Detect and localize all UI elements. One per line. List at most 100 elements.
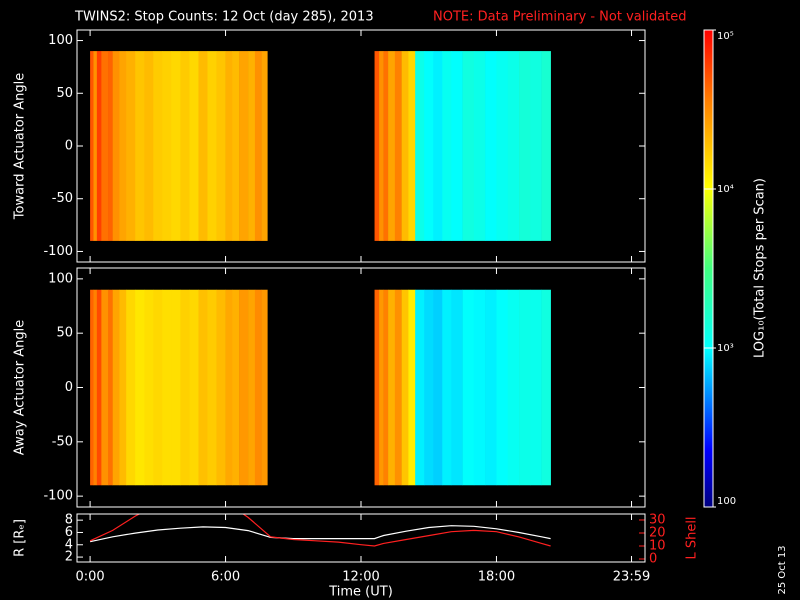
- heatmap-cell: [248, 51, 256, 241]
- heatmap-cell: [379, 289, 384, 486]
- heatmap-cell: [442, 51, 452, 241]
- heatmap-cell: [144, 51, 154, 241]
- x-axis-label: Time (UT): [328, 585, 393, 600]
- heatmap-cell: [496, 51, 509, 241]
- heatmap-cell: [408, 289, 416, 486]
- heatmap-cell: [394, 289, 402, 486]
- y-tick-label: 6: [65, 525, 73, 540]
- heatmap-cell: [451, 289, 463, 486]
- y-tick-label: 2: [65, 550, 73, 565]
- heatmap-cell: [374, 51, 380, 241]
- line-series: [89, 525, 551, 543]
- heatmap-cell: [507, 51, 520, 241]
- heatmap-cell: [153, 51, 163, 241]
- heatmap-cell: [108, 51, 113, 241]
- y2-tick-label: 0: [649, 552, 657, 567]
- heatmap-cell: [424, 51, 434, 241]
- heatmap-cell: [485, 51, 497, 241]
- y-tick-label: 100: [48, 271, 73, 286]
- y-axis-label: R [Rₑ]: [13, 519, 28, 557]
- heatmap-cell: [519, 289, 531, 486]
- heatmap-cell: [93, 289, 98, 486]
- heatmap-cell: [261, 51, 268, 241]
- heatmap-cell: [239, 289, 249, 486]
- heatmap-cell: [415, 289, 425, 486]
- heatmap-cell: [216, 289, 226, 486]
- y2-tick-label: 20: [649, 525, 666, 540]
- heatmap-cell: [232, 289, 240, 486]
- heatmap-cell: [388, 289, 396, 486]
- heatmap-cell: [93, 51, 98, 241]
- y2-axis-label: L Shell: [685, 516, 700, 559]
- heatmap-cell: [383, 289, 389, 486]
- heatmap-cell: [144, 289, 154, 486]
- heatmap-cell: [153, 289, 163, 486]
- heatmap-cell: [119, 289, 127, 486]
- heatmap-cell: [530, 51, 542, 241]
- y-axis-label: Toward Actuator Angle: [13, 73, 28, 220]
- heatmap-cell: [254, 51, 262, 241]
- heatmap-cell: [507, 289, 520, 486]
- y-tick-label: 8: [65, 513, 73, 528]
- heatmap-cell: [394, 51, 402, 241]
- heatmap-cell: [207, 51, 217, 241]
- heatmap-cell: [225, 51, 233, 241]
- heatmap-cell: [119, 51, 127, 241]
- heatmap-cell: [541, 51, 551, 241]
- heatmap-cell: [433, 289, 443, 486]
- y-axis-label: Away Actuator Angle: [13, 320, 28, 455]
- heatmap-cell: [101, 51, 109, 241]
- heatmap-cell: [261, 289, 268, 486]
- colorbar-tick-label: 10⁵: [717, 31, 734, 42]
- note: NOTE: Data Preliminary - Not validated: [433, 10, 687, 25]
- heatmap-cell: [541, 289, 551, 486]
- x-tick-label: 6:00: [211, 570, 240, 585]
- heatmap-cell: [135, 289, 145, 486]
- heatmap-cell: [112, 51, 120, 241]
- heatmap-cell: [96, 51, 102, 241]
- heatmap-cell: [112, 289, 120, 486]
- heatmap-cell: [401, 51, 409, 241]
- heatmap-cell: [379, 51, 384, 241]
- heatmap-cell: [171, 51, 181, 241]
- plot-frame: [76, 29, 646, 263]
- y2-tick-label: 10: [649, 539, 666, 554]
- heatmap-cell: [485, 289, 497, 486]
- heatmap-cell: [189, 51, 199, 241]
- heatmap-cell: [207, 289, 217, 486]
- heatmap-cell: [189, 289, 199, 486]
- heatmap-cell: [433, 51, 443, 241]
- colorbar-tick-label: 100: [717, 496, 736, 507]
- heatmap-cell: [383, 51, 389, 241]
- heatmap-cell: [254, 289, 262, 486]
- heatmap-cell: [180, 289, 190, 486]
- y-tick-label: 50: [56, 326, 73, 341]
- heatmap-cell: [530, 289, 542, 486]
- y-tick-label: -50: [52, 434, 73, 449]
- date-stamp: 25 Oct 13: [777, 545, 788, 594]
- heatmap-cell: [415, 51, 425, 241]
- heatmap-cell: [101, 289, 109, 486]
- colorbar: [703, 29, 714, 508]
- heatmap-cell: [462, 289, 475, 486]
- y-tick-label: 0: [65, 380, 73, 395]
- heatmap-cell: [216, 51, 226, 241]
- heatmap-cell: [424, 289, 434, 486]
- plot-frame: [76, 513, 646, 563]
- plot-frame: [76, 267, 646, 508]
- heatmap-cell: [462, 51, 475, 241]
- heatmap-cell: [162, 51, 172, 241]
- heatmap-cell: [90, 289, 94, 486]
- heatmap-cell: [451, 51, 463, 241]
- colorbar-tick-label: 10⁴: [717, 184, 734, 195]
- heatmap-cell: [126, 289, 136, 486]
- colorbar-label: LOG₁₀(Total Stops per Scan): [753, 178, 768, 358]
- y-tick-label: 100: [48, 33, 73, 48]
- heatmap-cell: [90, 51, 94, 241]
- y-tick-label: -100: [43, 244, 73, 259]
- y-tick-label: -100: [43, 489, 73, 504]
- heatmap-cell: [162, 289, 172, 486]
- title: TWINS2: Stop Counts: 12 Oct (day 285), 2…: [74, 10, 374, 25]
- heatmap-cell: [198, 51, 208, 241]
